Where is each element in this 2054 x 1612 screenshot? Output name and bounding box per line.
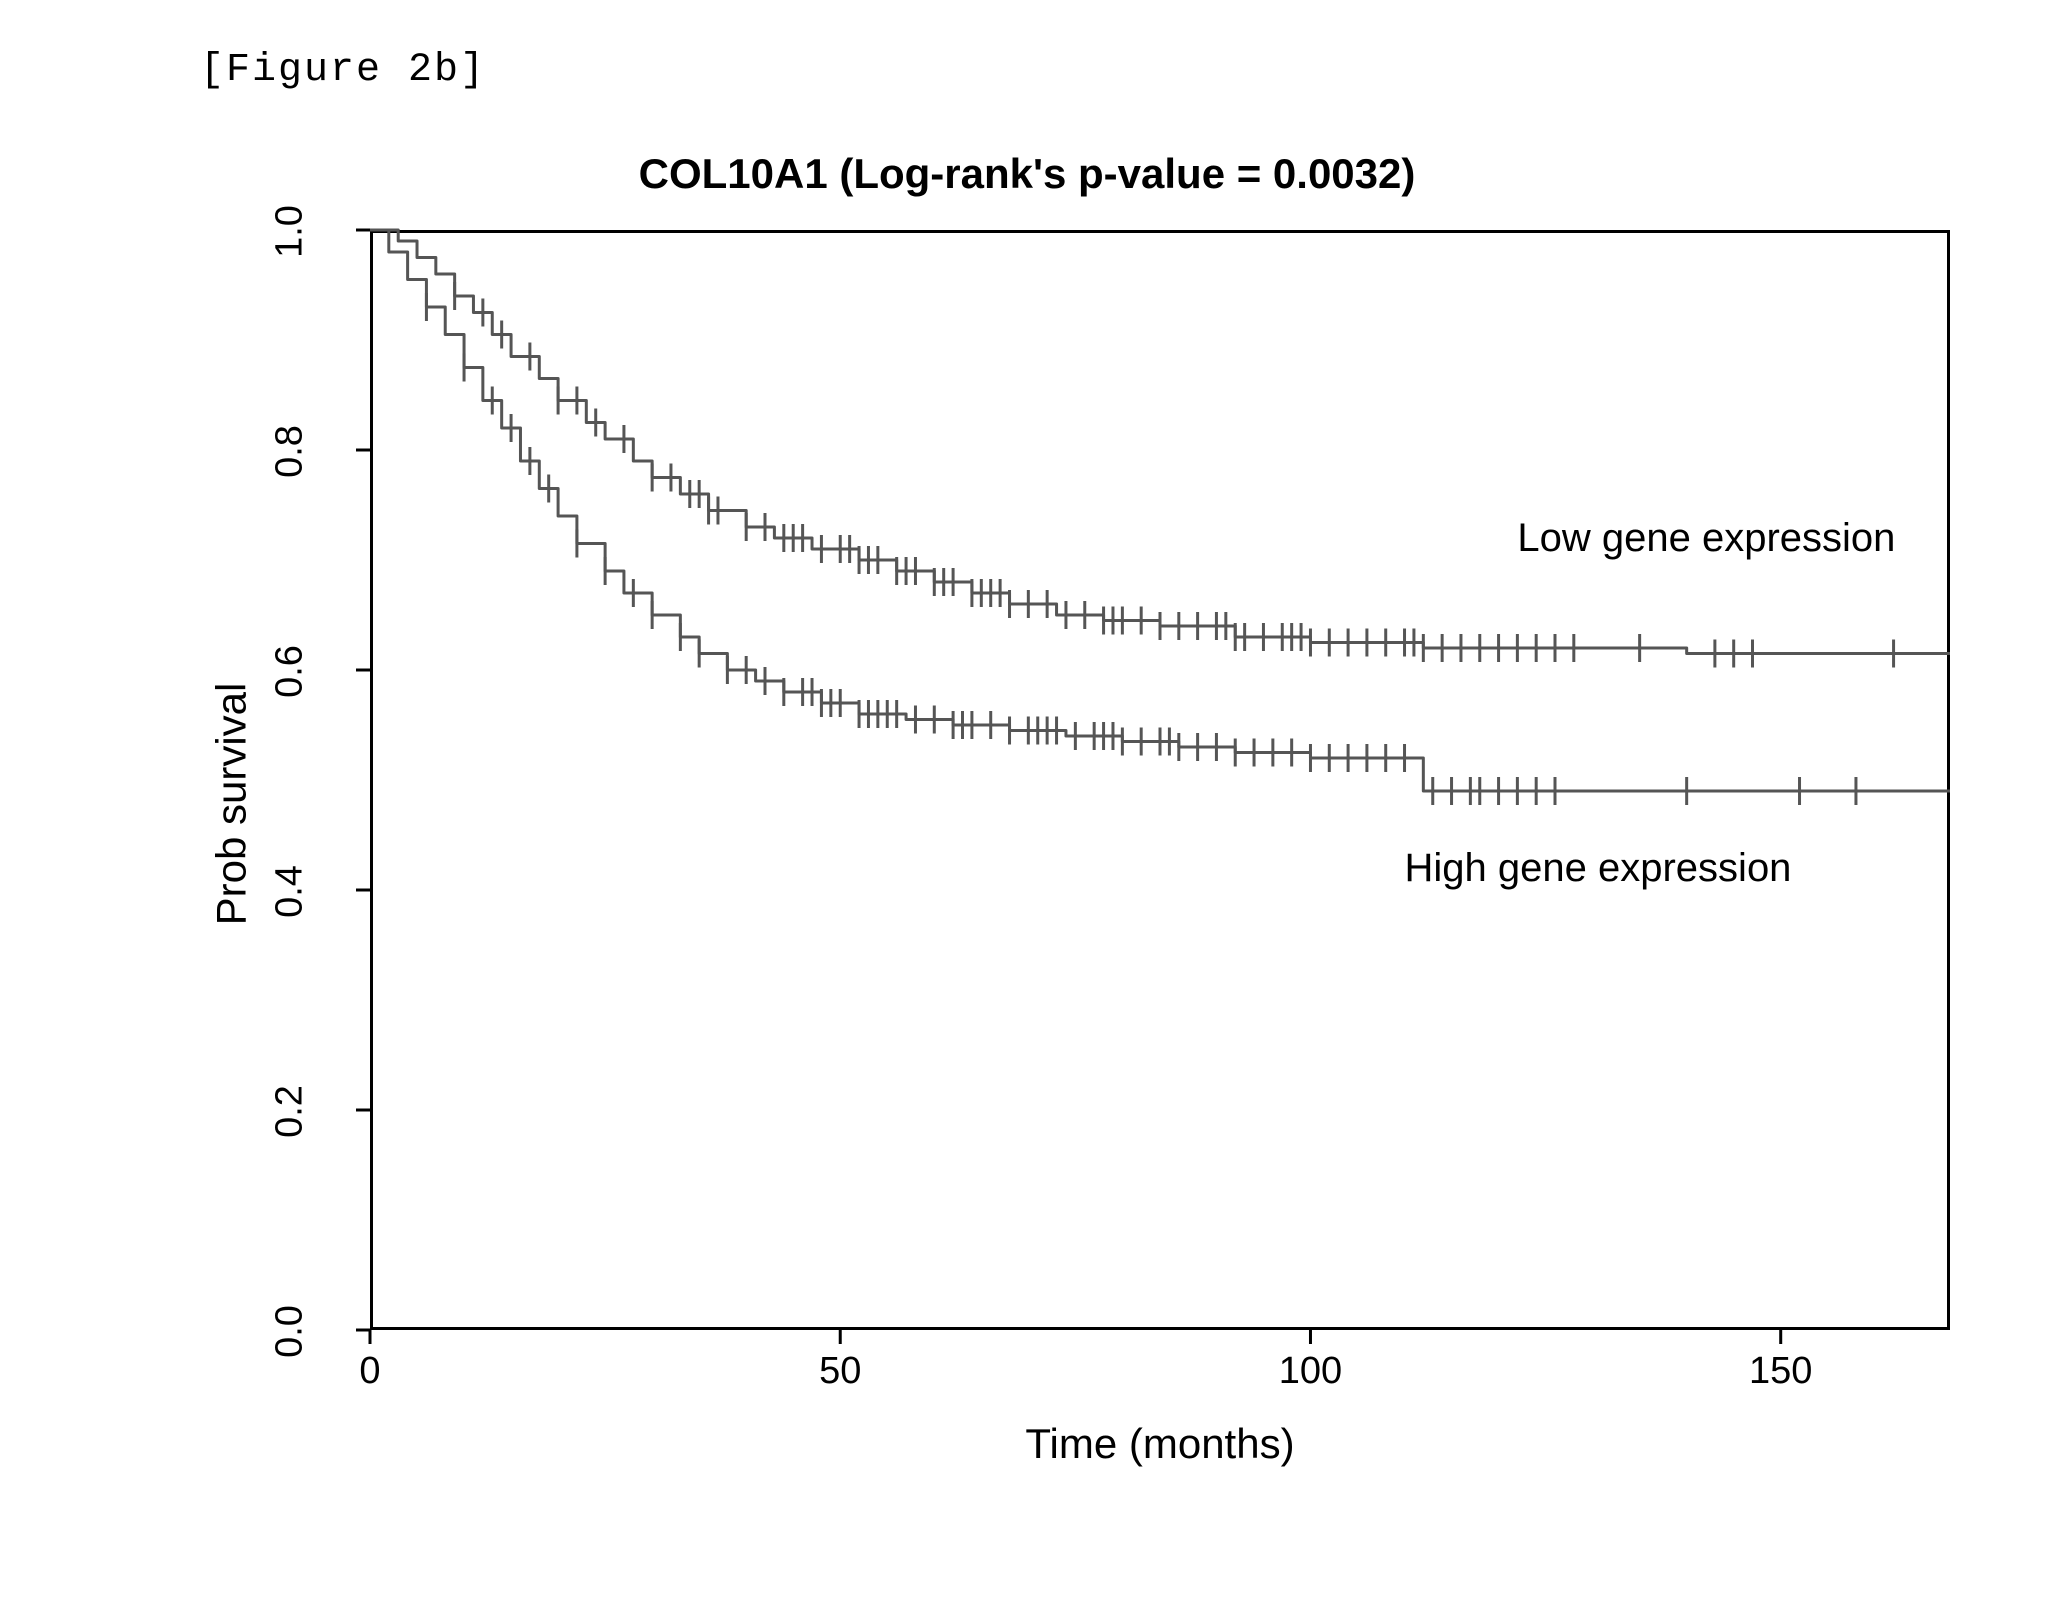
plot-svg (370, 230, 1950, 1330)
y-tick-label: 1.0 (269, 192, 312, 272)
x-tick-label: 50 (790, 1350, 890, 1393)
x-tick-label: 0 (320, 1350, 420, 1393)
x-tick-label: 150 (1731, 1350, 1831, 1393)
y-tick-label: 0.4 (269, 852, 312, 932)
x-tick-label: 100 (1260, 1350, 1360, 1393)
series-label-high: High gene expression (1405, 846, 1792, 891)
page: [Figure 2b] COL10A1 (Log-rank's p-value … (0, 0, 2054, 1612)
series-label-low: Low gene expression (1517, 516, 1895, 561)
y-axis-title: Prob survival (207, 683, 255, 926)
y-tick-label: 0.6 (269, 632, 312, 712)
plot-area (370, 230, 1950, 1330)
figure-caption: [Figure 2b] (200, 48, 486, 93)
y-tick-label: 0.2 (269, 1072, 312, 1152)
x-axis-title: Time (months) (370, 1420, 1950, 1468)
y-tick-label: 0.0 (269, 1292, 312, 1372)
y-tick-label: 0.8 (269, 412, 312, 492)
